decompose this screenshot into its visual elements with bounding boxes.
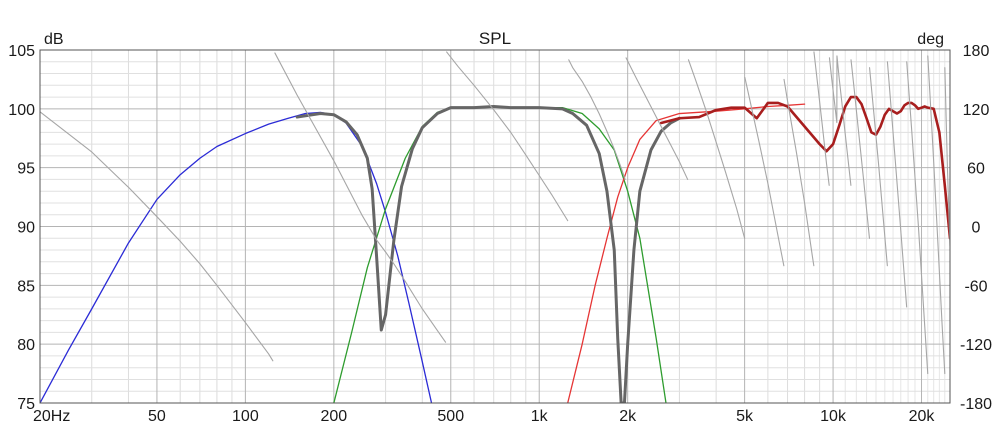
y-tick-labels-left: 105 100 95 90 85 80 75 bbox=[8, 43, 35, 413]
y-tick-label-left: 75 bbox=[17, 396, 35, 413]
y-tick-label-right: 120 bbox=[963, 102, 990, 119]
x-tick-label: 50 bbox=[148, 408, 166, 425]
y-tick-label-left: 85 bbox=[17, 278, 35, 295]
x-tick-label: 2k bbox=[619, 408, 637, 425]
y-tick-label-right: -180 bbox=[960, 396, 992, 413]
y-tick-label-left: 95 bbox=[17, 161, 35, 178]
y-tick-label-left: 90 bbox=[17, 220, 35, 237]
y-axis-label-right: deg bbox=[917, 31, 944, 48]
x-tick-label: 5k bbox=[736, 408, 754, 425]
y-tick-labels-right: 180 120 60 0 -60 -120 -180 bbox=[960, 43, 992, 413]
y-tick-label-left: 100 bbox=[8, 102, 35, 119]
spl-series-line-4 bbox=[295, 104, 681, 403]
plot-frame bbox=[39, 49, 951, 404]
y-tick-label-right: 60 bbox=[967, 161, 985, 178]
y-tick-label-right: 180 bbox=[963, 43, 990, 60]
y-tick-label-right: -60 bbox=[964, 278, 987, 295]
x-tick-label: 500 bbox=[437, 408, 464, 425]
y-axis-label-left: dB bbox=[44, 31, 64, 48]
y-tick-label-left: 105 bbox=[8, 43, 35, 60]
y-tick-label-right: -120 bbox=[960, 337, 992, 354]
chart-title: SPL bbox=[479, 29, 511, 48]
spl-series-line-5 bbox=[659, 95, 950, 240]
x-tick-label: 10k bbox=[820, 408, 847, 425]
x-tick-labels: 20Hz 50 100 200 500 1k 2k 5k 10k 20k bbox=[33, 408, 935, 425]
x-tick-label: 20k bbox=[909, 408, 936, 425]
y-tick-label-left: 80 bbox=[17, 337, 35, 354]
x-tick-label: 20Hz bbox=[33, 408, 70, 425]
x-tick-label: 1k bbox=[531, 408, 549, 425]
x-tick-label: 200 bbox=[320, 408, 347, 425]
y-tick-label-right: 0 bbox=[972, 220, 981, 237]
phase-series-line bbox=[40, 51, 950, 375]
series-layer bbox=[40, 51, 950, 403]
x-tick-label: 100 bbox=[232, 408, 259, 425]
